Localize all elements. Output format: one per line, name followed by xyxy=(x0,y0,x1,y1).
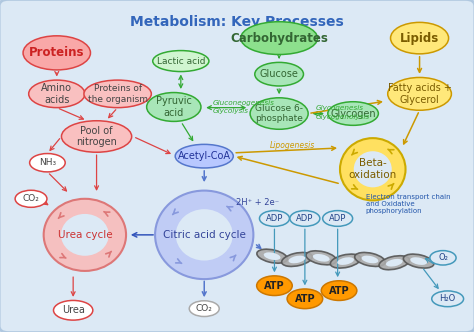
Ellipse shape xyxy=(176,209,233,261)
Ellipse shape xyxy=(354,151,392,187)
Ellipse shape xyxy=(257,249,287,263)
Ellipse shape xyxy=(403,254,434,268)
Text: ATP: ATP xyxy=(294,294,315,304)
Ellipse shape xyxy=(61,214,109,256)
Ellipse shape xyxy=(340,138,406,201)
Ellipse shape xyxy=(155,191,254,279)
Ellipse shape xyxy=(379,256,410,270)
Text: Fatty acids +
Glycerol: Fatty acids + Glycerol xyxy=(388,83,452,105)
Text: Amino
acids: Amino acids xyxy=(41,83,72,105)
Text: Urea cycle: Urea cycle xyxy=(57,230,112,240)
Ellipse shape xyxy=(355,252,385,267)
Ellipse shape xyxy=(328,102,378,125)
Text: Glycolysis: Glycolysis xyxy=(213,108,249,114)
Ellipse shape xyxy=(290,210,320,226)
Ellipse shape xyxy=(430,251,456,265)
Text: NH₃: NH₃ xyxy=(39,158,56,167)
Ellipse shape xyxy=(146,93,201,122)
Ellipse shape xyxy=(189,301,219,316)
Text: Lipids: Lipids xyxy=(400,32,439,44)
Text: O₂: O₂ xyxy=(438,253,448,262)
Ellipse shape xyxy=(289,256,305,263)
Ellipse shape xyxy=(323,210,353,226)
Ellipse shape xyxy=(337,257,354,265)
Ellipse shape xyxy=(391,22,448,54)
Text: Urea: Urea xyxy=(62,305,84,315)
Text: ADP: ADP xyxy=(296,214,314,223)
Text: CO₂: CO₂ xyxy=(196,304,213,313)
Ellipse shape xyxy=(388,77,451,110)
Text: Proteins: Proteins xyxy=(29,46,84,59)
Ellipse shape xyxy=(153,50,209,72)
Ellipse shape xyxy=(62,121,132,152)
Text: ADP: ADP xyxy=(266,214,283,223)
Ellipse shape xyxy=(282,252,312,267)
Ellipse shape xyxy=(313,254,329,262)
Text: Proteins of
the organism: Proteins of the organism xyxy=(88,84,147,104)
Text: ATP: ATP xyxy=(329,286,349,295)
Ellipse shape xyxy=(306,251,337,265)
Text: ADP: ADP xyxy=(329,214,346,223)
Text: Lipogenesis: Lipogenesis xyxy=(270,141,315,150)
Text: Glucose 6-
phosphate: Glucose 6- phosphate xyxy=(255,104,303,123)
Text: Electron transport chain
and Oxidative
phosphorylation: Electron transport chain and Oxidative p… xyxy=(366,194,450,214)
Ellipse shape xyxy=(259,210,290,226)
Ellipse shape xyxy=(362,256,378,263)
Ellipse shape xyxy=(432,291,464,307)
Ellipse shape xyxy=(84,80,151,108)
Text: CO₂: CO₂ xyxy=(23,194,39,203)
Ellipse shape xyxy=(241,22,318,54)
Ellipse shape xyxy=(287,289,323,309)
Text: Beta-
oxidation: Beta- oxidation xyxy=(349,158,397,180)
Text: Glycogen: Glycogen xyxy=(330,109,376,119)
Text: Metabolism: Key Processes: Metabolism: Key Processes xyxy=(130,15,344,29)
Text: Glycogenesis: Glycogenesis xyxy=(316,105,364,111)
Ellipse shape xyxy=(250,98,308,129)
Ellipse shape xyxy=(410,257,427,265)
Ellipse shape xyxy=(44,199,126,271)
Ellipse shape xyxy=(54,300,93,320)
Text: Glucose: Glucose xyxy=(260,69,299,79)
Text: 2H⁺ + 2e⁻: 2H⁺ + 2e⁻ xyxy=(236,198,279,207)
Text: Lactic acid: Lactic acid xyxy=(156,56,205,65)
Ellipse shape xyxy=(264,252,281,260)
Text: Carbohydrates: Carbohydrates xyxy=(230,32,328,44)
Text: Glycogenolysis: Glycogenolysis xyxy=(316,115,370,121)
Ellipse shape xyxy=(23,36,91,70)
Ellipse shape xyxy=(321,281,357,300)
Text: Pool of
nitrogen: Pool of nitrogen xyxy=(76,126,117,147)
Text: Pyruvic
acid: Pyruvic acid xyxy=(156,96,192,118)
Ellipse shape xyxy=(330,254,361,268)
Text: Citric acid cycle: Citric acid cycle xyxy=(163,230,246,240)
Text: ATP: ATP xyxy=(264,281,285,291)
Ellipse shape xyxy=(15,190,47,207)
Ellipse shape xyxy=(386,259,403,267)
Ellipse shape xyxy=(256,276,292,295)
Text: Gluconeogenesis: Gluconeogenesis xyxy=(213,100,274,106)
Text: H₂O: H₂O xyxy=(439,294,456,303)
Ellipse shape xyxy=(175,144,233,168)
Ellipse shape xyxy=(29,80,85,108)
Ellipse shape xyxy=(255,62,303,86)
Ellipse shape xyxy=(29,153,65,172)
Text: Acetyl-CoA: Acetyl-CoA xyxy=(178,151,231,161)
